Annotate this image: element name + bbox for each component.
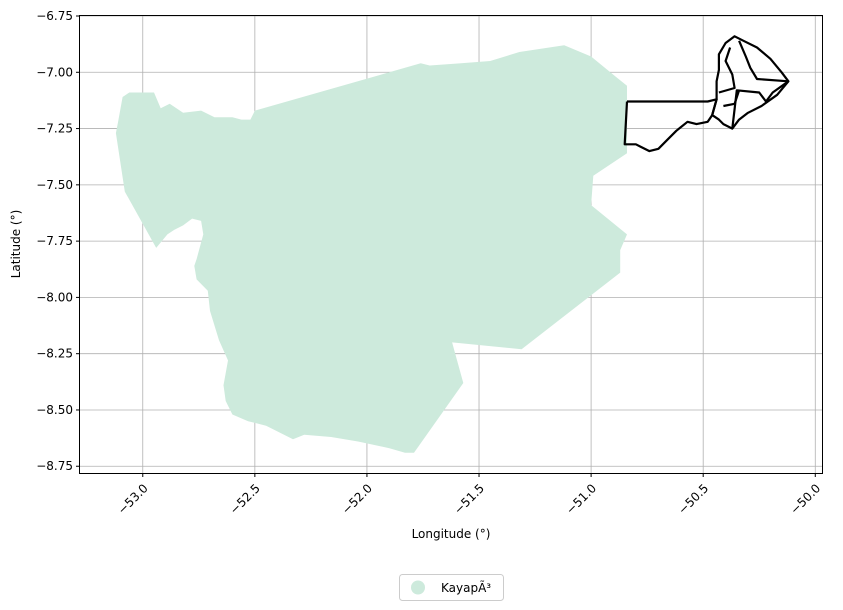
kayapo-region	[115, 45, 628, 453]
y-tick-label: −7.75	[36, 234, 73, 248]
y-tick-label: −8.50	[36, 403, 73, 417]
y-tick-label: −7.50	[36, 178, 73, 192]
y-tick-label: −8.75	[36, 459, 73, 473]
axes-frame	[79, 15, 823, 474]
legend: KayapÃ³	[399, 574, 504, 601]
y-axis-ticks: −6.75 −7.00 −7.25 −7.50 −7.75 −8.00 −8.25 −8.50…	[36, 9, 80, 473]
outline-inner-d	[723, 89, 741, 108]
y-tick-label: −6.75	[36, 9, 73, 23]
outline-inner-c	[718, 47, 736, 94]
boundary-outlines	[623, 35, 790, 153]
y-axis-label: Latitude (°)	[9, 210, 23, 279]
y-tick-label: −8.00	[36, 290, 73, 304]
legend-marker	[411, 580, 425, 595]
x-axis-label: Longitude (°)	[412, 527, 491, 541]
y-tick-label: −7.25	[36, 122, 73, 136]
y-tick-label: −8.25	[36, 347, 73, 361]
outline-inner-a	[738, 40, 789, 83]
y-tick-label: −7.00	[36, 65, 73, 79]
legend-box	[399, 574, 504, 601]
legend-label: KayapÃ³	[441, 580, 491, 595]
